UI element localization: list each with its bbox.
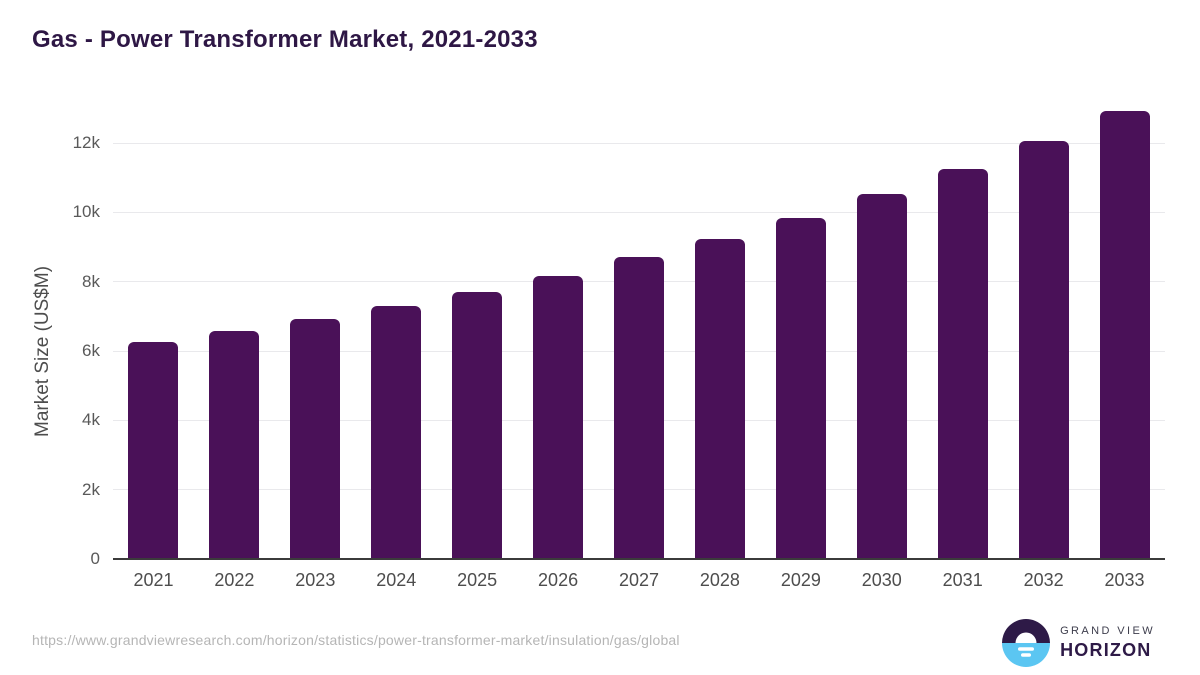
bar-slot-2028 [679, 143, 760, 559]
x-axis-label-2027: 2027 [618, 570, 660, 590]
bar-2022[interactable] [209, 330, 260, 559]
bar-series [113, 111, 1165, 559]
bar-2023[interactable] [290, 319, 341, 559]
x-axis-label-2026: 2026 [538, 570, 579, 590]
bar-2026[interactable] [533, 276, 584, 559]
x-axis-label-2021: 2021 [133, 570, 174, 590]
bar-2028[interactable] [694, 239, 745, 559]
bar-slot-2026 [518, 143, 599, 559]
y-tick-label-6k: 6k [82, 341, 100, 360]
x-axis-label-2028: 2028 [699, 570, 740, 590]
bar-2032[interactable] [1018, 140, 1069, 559]
bar-slot-2023 [275, 143, 356, 559]
grand-view-horizon-logo: GRAND VIEW HORIZON [1002, 619, 1155, 667]
bar-slot-2022 [194, 143, 275, 559]
bar-slot-2030 [841, 143, 922, 559]
y-tick-label-10k: 10k [72, 202, 100, 222]
gridline-12k [113, 142, 1165, 144]
bar-2030[interactable] [856, 193, 907, 559]
x-axis-label-2024: 2024 [376, 570, 417, 590]
bar-slot-2031 [922, 143, 1003, 559]
bar-slot-2025 [437, 143, 518, 559]
x-axis-label-2029: 2029 [780, 570, 821, 590]
bar-slot-2021 [113, 143, 194, 559]
bar-slot-2032 [1003, 140, 1084, 559]
gridline-10k [113, 211, 1165, 213]
y-tick-label-0: 0 [90, 549, 100, 568]
logo-grand-view-label: GRAND VIEW [1060, 625, 1155, 637]
x-axis-label-2032: 2032 [1023, 570, 1064, 590]
x-axis-label-2030: 2030 [861, 570, 902, 590]
x-axis-label-2033: 2033 [1104, 570, 1145, 590]
logo-text: GRAND VIEW HORIZON [1060, 625, 1155, 661]
bar-slot-2027 [599, 143, 680, 559]
bar-2021[interactable] [128, 342, 179, 559]
bar-2027[interactable] [613, 257, 664, 559]
y-axis-tick-labels: 0 2k 4k 6k 8k 10k 12k [0, 134, 100, 568]
x-axis-label-2023: 2023 [295, 570, 336, 590]
bar-slot-2033 [1084, 111, 1165, 559]
x-axis-label-2031: 2031 [942, 570, 983, 590]
y-tick-label-2k: 2k [82, 479, 100, 499]
bar-2031[interactable] [937, 169, 988, 559]
bar-slot-2024 [356, 143, 437, 559]
y-tick-label-4k: 4k [82, 410, 100, 430]
x-axis-line [113, 558, 1165, 560]
bar-2024[interactable] [371, 305, 422, 559]
x-axis-label-2022: 2022 [214, 570, 255, 590]
x-axis-labels: 2021 2022 2023 2024 2025 2026 2027 2028 2029 2030… [113, 570, 1165, 591]
logo-horizon-label: HORIZON [1060, 640, 1152, 660]
bar-2025[interactable] [452, 292, 503, 559]
x-axis-label-2025: 2025 [457, 570, 498, 590]
y-tick-label-8k: 8k [82, 271, 100, 291]
bar-2029[interactable] [775, 217, 826, 559]
bar-2033[interactable] [1099, 111, 1150, 559]
y-tick-label-12k: 12k [72, 133, 100, 152]
source-url: https://www.grandviewresearch.com/horizo… [32, 632, 680, 648]
bar-slot-2029 [760, 143, 841, 559]
chart-title: Gas - Power Transformer Market, 2021-203… [32, 26, 538, 53]
plot-area [113, 111, 1165, 560]
horizon-sun-icon [1002, 619, 1051, 667]
